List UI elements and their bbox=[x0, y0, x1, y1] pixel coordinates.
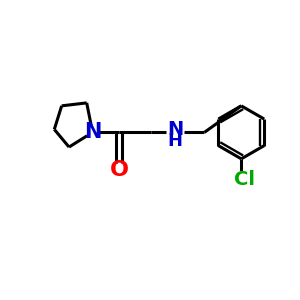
Text: N: N bbox=[167, 121, 183, 140]
Text: N: N bbox=[84, 122, 101, 142]
Text: H: H bbox=[167, 132, 182, 150]
Text: Cl: Cl bbox=[234, 170, 255, 189]
Text: O: O bbox=[110, 160, 129, 180]
